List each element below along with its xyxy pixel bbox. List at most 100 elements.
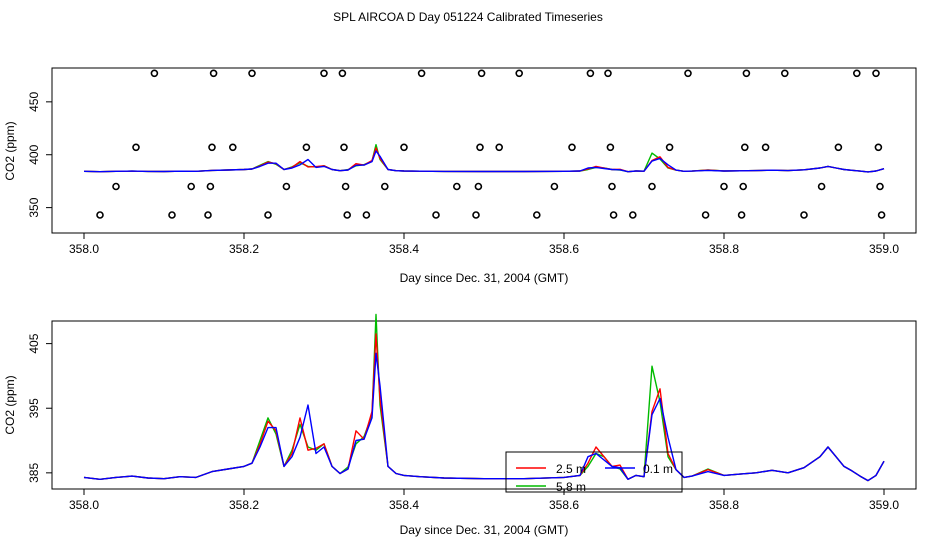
bottom-y-tick-label: 405 — [27, 333, 41, 353]
bottom-x-tick-label: 358.4 — [389, 498, 419, 512]
bottom-y-axis-label: CO2 (ppm) — [3, 375, 17, 434]
top-x-tick-label: 359.0 — [869, 242, 899, 256]
calibration-point — [568, 143, 576, 152]
calibration-point — [343, 211, 352, 219]
calibration-point — [742, 69, 751, 78]
top-y-tick-label: 400 — [27, 144, 41, 164]
top-y-tick-label: 350 — [27, 197, 41, 217]
calibration-point — [701, 211, 710, 219]
bottom-x-tick-label: 358.0 — [69, 498, 99, 512]
calibration-point — [208, 143, 216, 152]
calibration-point — [740, 143, 749, 152]
legend-box — [505, 451, 683, 493]
top-x-tick-label: 358.6 — [549, 242, 579, 256]
calibration-point — [476, 143, 484, 152]
bottom-series-line-01m — [83, 352, 885, 482]
calibration-point — [340, 143, 348, 152]
top-x-axis-label: Day since Dec. 31, 2004 (GMT) — [400, 271, 569, 285]
calibration-point — [204, 211, 212, 219]
top-series-line-25m — [83, 147, 885, 173]
top-calibration-points — [96, 69, 886, 219]
calibration-point — [876, 182, 884, 191]
top-plot-frame — [51, 67, 917, 234]
calibration-point — [400, 143, 408, 152]
calibration-point — [761, 143, 770, 152]
calibration-point — [665, 143, 674, 152]
bottom-plot-frame — [51, 320, 917, 490]
top-y-tick-label: 450 — [27, 92, 41, 112]
calibration-point — [338, 69, 347, 78]
calibration-point — [532, 211, 541, 219]
top-x-tick-label: 358.0 — [69, 242, 99, 256]
top-x-tick-label: 358.8 — [709, 242, 739, 256]
bottom-y-tick-label: 385 — [27, 463, 41, 483]
calibration-point — [608, 182, 616, 191]
legend-label-0-1m: 0.1 m — [643, 462, 673, 476]
calibration-point — [474, 182, 483, 191]
calibration-point — [320, 69, 328, 78]
calibration-point — [834, 143, 843, 152]
calibration-point — [264, 211, 272, 219]
calibration-point — [187, 182, 195, 191]
top-y-axis: 350 400 450 — [27, 92, 52, 218]
calibration-point — [817, 182, 826, 191]
bottom-series-line-58m — [83, 313, 885, 482]
top-series-line-58m — [83, 144, 885, 173]
top-x-axis: 358.0 358.2 358.4 358.6 358.8 359.0 — [69, 233, 899, 256]
calibration-point — [780, 69, 789, 78]
calibration-point — [877, 211, 886, 219]
calibration-point — [132, 143, 140, 152]
calibration-point — [852, 69, 861, 78]
calibration-point — [720, 182, 728, 191]
bottom-x-axis-label: Day since Dec. 31, 2004 (GMT) — [400, 523, 569, 537]
bottom-x-tick-label: 358.8 — [709, 498, 739, 512]
calibration-point — [648, 182, 656, 191]
bottom-x-tick-label: 358.6 — [549, 498, 579, 512]
calibration-point — [282, 182, 291, 191]
calibration-point — [432, 211, 440, 219]
calibration-point — [209, 69, 218, 78]
top-x-tick-label: 358.4 — [389, 242, 419, 256]
calibration-point — [472, 211, 480, 219]
calibration-point — [684, 69, 692, 78]
legend-label-5-8m: 5.8 m — [556, 480, 586, 494]
top-y-axis-label: CO2 (ppm) — [3, 121, 17, 180]
bottom-x-tick-label: 359.0 — [869, 498, 899, 512]
calibration-point — [872, 69, 880, 78]
calibration-point — [96, 211, 104, 219]
bottom-x-tick-label: 358.2 — [229, 498, 259, 512]
calibration-point — [515, 69, 524, 78]
calibration-point — [206, 182, 215, 191]
calibration-point — [550, 182, 559, 191]
top-x-tick-label: 358.2 — [229, 242, 259, 256]
calibration-point — [737, 211, 746, 219]
top-series-line-01m — [83, 150, 885, 173]
calibration-point — [800, 211, 808, 219]
calibration-point — [229, 143, 237, 152]
calibration-point — [606, 143, 615, 152]
calibration-point — [248, 69, 256, 78]
calibration-point — [452, 182, 461, 191]
calibration-point — [609, 211, 618, 219]
legend: 2.5 m 0.1 m 5.8 m — [505, 451, 683, 494]
figure-title: SPL AIRCOA D Day 051224 Calibrated Times… — [333, 10, 603, 24]
calibration-point — [362, 211, 371, 219]
calibration-point — [150, 69, 159, 78]
top-series-group — [83, 144, 885, 173]
calibration-point — [628, 211, 637, 219]
calibration-point — [739, 182, 748, 191]
calibration-point — [604, 69, 612, 78]
calibration-point — [380, 182, 389, 191]
calibration-point — [477, 69, 486, 78]
bottom-series-line-25m — [83, 333, 885, 482]
legend-label-2-5m: 2.5 m — [556, 462, 586, 476]
bottom-x-axis: 358.0 358.2 358.4 358.6 358.8 359.0 — [69, 489, 899, 512]
bottom-panel: 358.0 358.2 358.4 358.6 358.8 359.0 385 395 405… — [3, 313, 917, 537]
calibration-point — [302, 143, 311, 152]
calibration-point — [586, 69, 595, 78]
calibration-point — [874, 143, 883, 152]
calibration-point — [417, 69, 426, 78]
calibration-point — [112, 182, 120, 191]
bottom-series-group — [83, 313, 885, 482]
